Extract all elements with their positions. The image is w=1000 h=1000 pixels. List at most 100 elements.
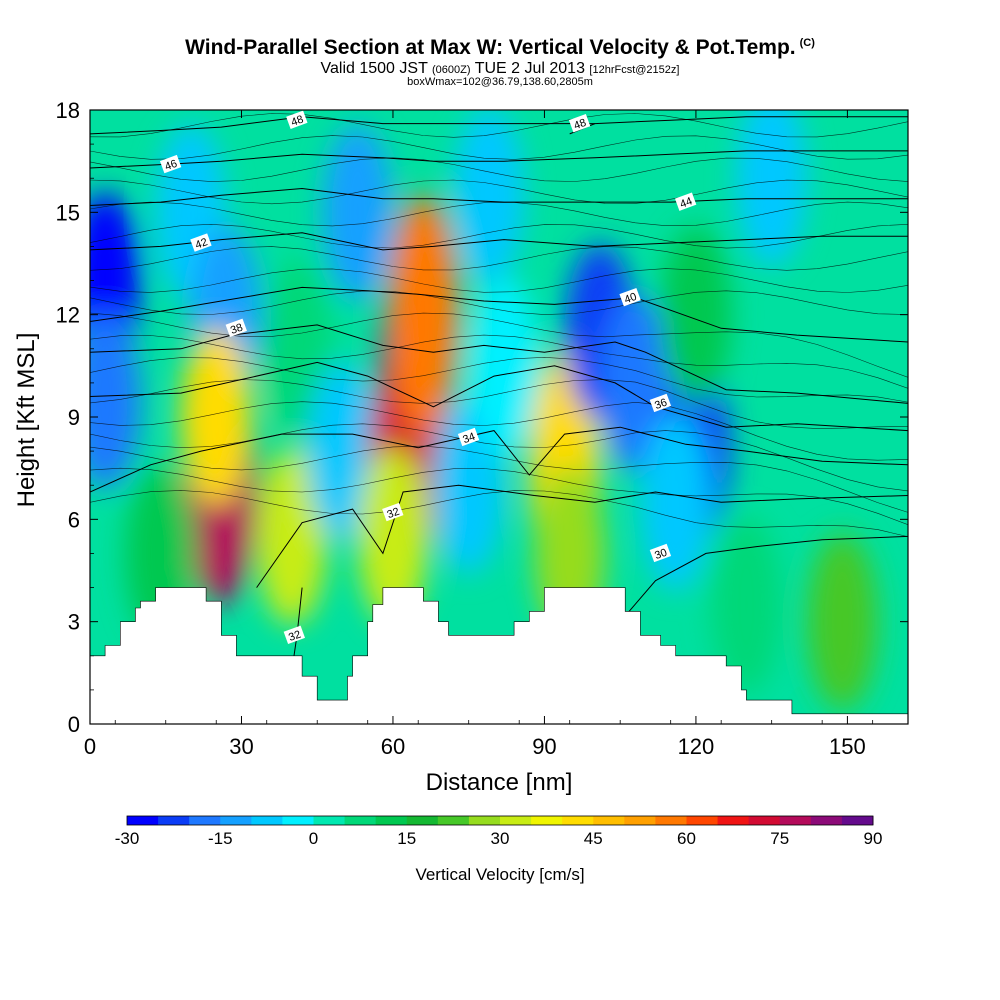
theta-contour-minor: [90, 423, 908, 492]
contour-label-text: 48: [572, 117, 588, 132]
colorbar-swatch: [593, 816, 625, 825]
contour-label: 40: [619, 287, 641, 307]
contour-label: 48: [568, 113, 591, 133]
colorbar-swatch: [375, 816, 408, 825]
colorbar-swatch: [686, 816, 719, 825]
terrain-mask: [89, 587, 909, 725]
velocity-cell: [640, 413, 712, 591]
theta-contour: [90, 187, 908, 206]
velocity-cell: [736, 110, 808, 267]
colorbar-swatch: [220, 816, 252, 825]
theta-contour-minor: [90, 467, 908, 525]
x-tick-label: 30: [229, 734, 253, 759]
colorbar-tick-label: 15: [397, 829, 416, 848]
plot-area: 30 32 32 34 36 38 40 42 44 46 48 48: [89, 109, 909, 725]
contour-label: 34: [457, 427, 480, 447]
colorbar: -30 -15 0 15 30 45 60 75 90: [115, 815, 883, 848]
colorbar-swatch: [748, 816, 781, 825]
theta-contour-minor: [90, 157, 908, 182]
theta-contour-minor: [90, 312, 908, 378]
contour-label-box: [159, 154, 182, 174]
contour-label-text: 44: [678, 195, 694, 210]
contour-labels: 30 32 32 34 36 38 40 42 44 46 48 48: [159, 110, 697, 645]
velocity-cell: [711, 515, 782, 694]
velocity-cell: [357, 447, 429, 626]
theta-contour: [90, 286, 908, 343]
contour-label: 38: [225, 318, 247, 338]
contour-label-text: 34: [461, 431, 477, 446]
theta-contour-minor: [90, 445, 908, 513]
contour-label-box: [568, 113, 591, 133]
theta-contour-minor: [90, 290, 908, 315]
colorbar-swatch: [282, 816, 314, 825]
valid-time-line: Valid 1500 JST (0600Z) TUE 2 Jul 2013 [1…: [0, 60, 1000, 78]
colorbar-frame: [126, 815, 874, 826]
copyright-mark: (C): [799, 37, 815, 49]
contour-label-text: 30: [653, 547, 669, 562]
contour-label: 48: [286, 110, 308, 129]
contour-label-text: 38: [229, 322, 245, 337]
vertical-velocity-field: [90, 110, 878, 711]
theta-contour-minor: [90, 268, 908, 293]
theta-contour: [90, 150, 908, 169]
colorbar-swatch: [158, 816, 190, 825]
colorbar-swatch: [468, 816, 501, 825]
theta-contour-minor: [90, 334, 908, 389]
contour-label-box: [649, 543, 672, 563]
potential-temperature-contours: [90, 113, 908, 670]
y-tick-label: 15: [56, 200, 80, 225]
y-tick-label: 18: [56, 98, 80, 123]
colorbar-swatch: [406, 816, 439, 825]
theta-contour-minor: [90, 179, 908, 205]
colorbar-swatch: [189, 816, 221, 825]
theta-contour-minor: [90, 379, 908, 429]
colorbar-swatch: [841, 816, 874, 825]
x-tick-label: 90: [532, 734, 556, 759]
x-axis-label: Distance [nm]: [426, 769, 573, 796]
contour-label-box: [674, 192, 697, 211]
colorbar-swatch: [779, 816, 812, 825]
contour-label: 44: [674, 192, 697, 211]
y-tick-label: 0: [68, 712, 80, 737]
colorbar-tick-label: 75: [770, 829, 789, 848]
colorbar-tick-label: 30: [491, 829, 510, 848]
theta-contour-minor: [90, 401, 908, 461]
colorbar-swatch: [655, 816, 687, 825]
contour-label-text: 42: [194, 236, 210, 251]
contour-label-box: [457, 427, 480, 447]
velocity-cell: [660, 225, 732, 404]
chart-title: Wind-Parallel Section at Max W: Vertical…: [0, 36, 1000, 60]
valid-local-time: Valid 1500 JST: [320, 60, 428, 77]
colorbar-tick-label: 45: [584, 829, 603, 848]
contour-label-text: 40: [623, 291, 639, 306]
theta-contour: [619, 535, 908, 623]
velocity-cell: [453, 110, 525, 284]
colorbar-swatch: [624, 816, 656, 825]
colorbar-swatch: [313, 816, 346, 825]
contour-label-box: [190, 233, 212, 252]
contour-label-box: [649, 393, 672, 413]
theta-contour-minor: [90, 246, 908, 271]
velocity-cell: [307, 362, 378, 540]
colorbar-tick-label: 0: [309, 829, 318, 848]
colorbar-tick-label: 90: [864, 829, 883, 848]
contour-label: 32: [283, 625, 306, 645]
contour-label-box: [619, 287, 641, 307]
valid-zulu-time: (0600Z): [432, 64, 471, 76]
theta-contour-minor: [90, 135, 908, 160]
colorbar-tick-label: -15: [208, 829, 233, 848]
contour-label-text: 48: [290, 113, 306, 128]
y-tick-label: 9: [68, 405, 80, 430]
x-tick-label: 150: [829, 734, 866, 759]
colorbar-tick-label: 60: [677, 829, 696, 848]
velocity-cell: [468, 277, 540, 455]
colorbar-tick-label: -30: [115, 829, 140, 848]
theta-contour-minor: [90, 356, 908, 403]
theta-contour-minor: [90, 223, 908, 249]
theta-contour: [90, 116, 908, 135]
title-text: Wind-Parallel Section at Max W: Vertical…: [185, 36, 796, 59]
contour-label: 46: [159, 154, 182, 174]
theta-contour-minor: [90, 113, 908, 138]
